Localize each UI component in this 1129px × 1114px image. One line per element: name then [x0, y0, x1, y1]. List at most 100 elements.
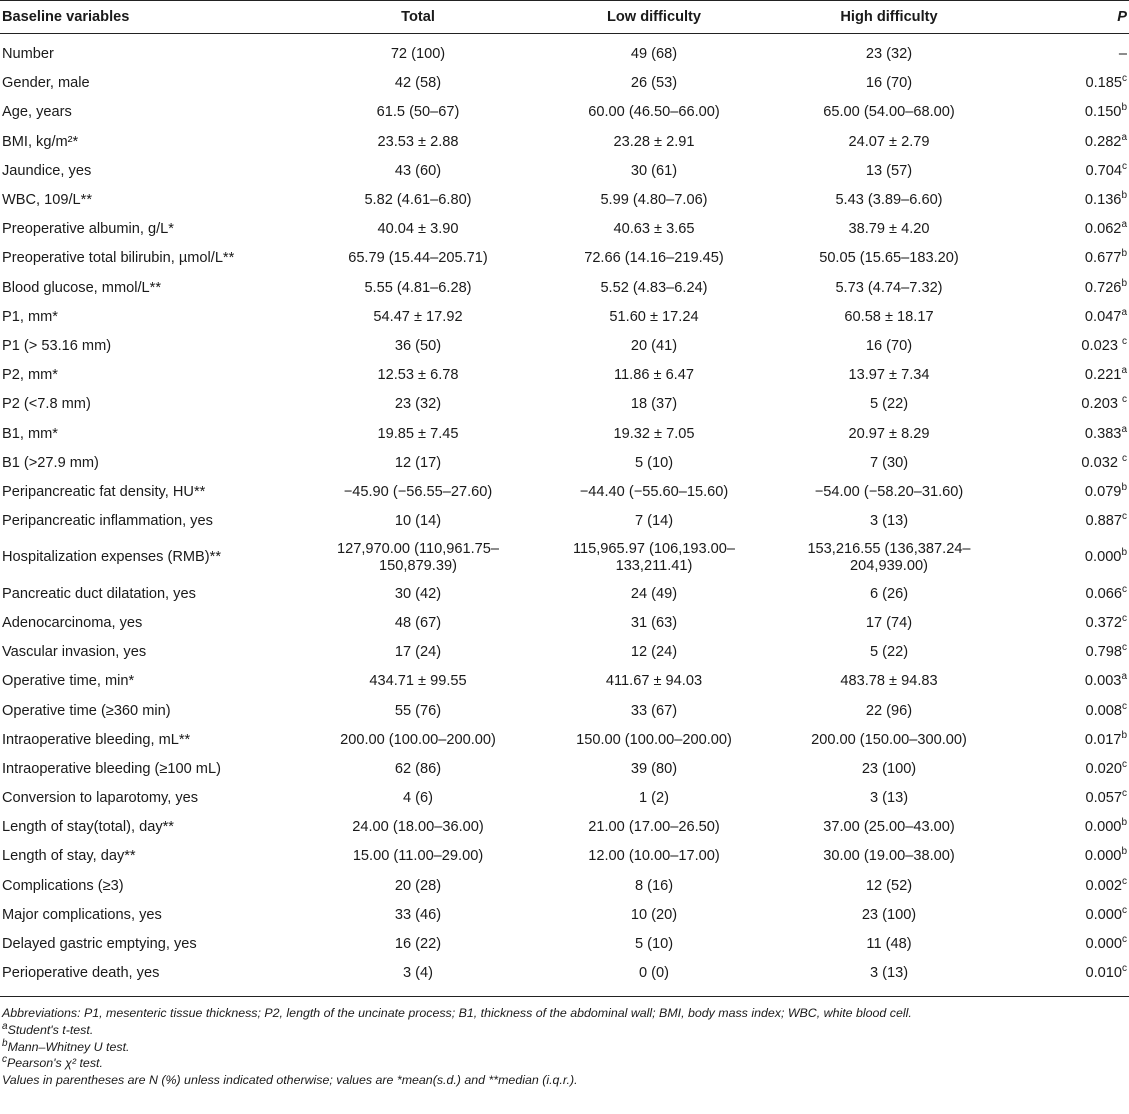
row-label: P2 (<7.8 mm): [2, 396, 91, 413]
cell-low-difficulty: 10 (20): [630, 906, 678, 923]
cell-p-value: 0.221a: [1006, 361, 1129, 390]
footnote-abbreviations: Abbreviations: P1, mesenteric tissue thi…: [2, 1006, 912, 1021]
cell-total: 62 (86): [394, 760, 442, 777]
cell-high-difficulty: 65.00 (54.00–68.00): [823, 104, 955, 121]
cell-total: 54.47 ± 17.92: [373, 308, 463, 325]
cell-high-difficulty: 153,216.55 (136,387.24– 204,939.00): [807, 540, 971, 574]
p-test-marker: a: [1121, 131, 1127, 143]
cell-p-value: 0.008c: [1006, 696, 1129, 725]
cell-high-difficulty: 30.00 (19.00–38.00): [823, 848, 955, 865]
header-variables: Baseline variables: [0, 0, 300, 34]
cell-p-value: 0.136b: [1006, 186, 1129, 215]
p-value-text: 0.062: [1084, 221, 1122, 238]
cell-p-value: 0.023 c: [1006, 332, 1129, 361]
row-label: Jaundice, yes: [2, 162, 92, 179]
table-row: Intraoperative bleeding (≥100 mL) 62 (86)…: [0, 755, 1129, 784]
cell-p-value: 0.726b: [1006, 274, 1129, 303]
cell-high-difficulty: 23 (100): [861, 906, 917, 923]
cell-low-difficulty: 72.66 (14.16–219.45): [584, 250, 724, 267]
cell-p-value: 0.282a: [1006, 128, 1129, 157]
cell-high-difficulty: 13.97 ± 7.34: [848, 367, 930, 384]
cell-high-difficulty: 38.79 ± 4.20: [848, 221, 930, 238]
cell-p-value: 0.032 c: [1006, 449, 1129, 478]
p-value-text: 0.000: [1084, 848, 1122, 865]
header-p-value: P: [1006, 0, 1129, 34]
cell-total: 16 (22): [394, 936, 442, 953]
cell-total: 434.71 ± 99.55: [369, 673, 467, 690]
footnote-b: bMann–Whitney U test.: [2, 1038, 1127, 1056]
p-test-marker: c: [1122, 73, 1127, 85]
p-test-marker: c: [1122, 963, 1127, 975]
p-value-text: 0.887: [1085, 513, 1122, 530]
cell-low-difficulty: 20 (41): [630, 337, 678, 354]
p-test-marker: b: [1121, 190, 1127, 202]
p-test-marker: a: [1121, 219, 1127, 231]
row-label: Perioperative death, yes: [0, 959, 300, 998]
cell-p-value: 0.185c: [1006, 69, 1129, 98]
p-value-text: 0.726: [1084, 279, 1122, 296]
row-label: Complications (≥3): [2, 877, 124, 894]
cell-low-difficulty: 1 (2): [638, 790, 669, 807]
table-row: P2 (<7.8 mm) 23 (32) 18 (37) 5 (22) 0.203 c: [0, 390, 1129, 419]
cell-high-difficulty: 22 (96): [865, 702, 913, 719]
p-test-marker: c: [1122, 583, 1127, 595]
p-value-text: 0.000: [1085, 906, 1122, 923]
p-test-marker: c: [1122, 700, 1127, 712]
table-row: Pancreatic duct dilatation, yes 30 (42) 24…: [0, 580, 1129, 609]
cell-total: 72 (100): [390, 46, 446, 63]
p-value-text: 0.008: [1085, 702, 1122, 719]
header-low-difficulty: Low difficulty: [536, 0, 772, 34]
cell-high-difficulty: 7 (30): [869, 454, 909, 471]
p-value-text: 0.136: [1084, 192, 1122, 209]
cell-total: 42 (58): [394, 75, 442, 92]
footnote-a: aStudent's t-test.: [2, 1021, 1127, 1039]
row-label: Adenocarcinoma, yes: [2, 614, 143, 631]
cell-high-difficulty: 20.97 ± 8.29: [848, 425, 930, 442]
p-value-text: 0.185: [1085, 75, 1122, 92]
cell-p-value: –: [1006, 34, 1129, 70]
row-label: Conversion to laparotomy, yes: [2, 790, 199, 807]
row-label: Number: [2, 46, 54, 63]
p-value-text: 0.003: [1084, 673, 1122, 690]
p-test-marker: c: [1122, 904, 1127, 916]
table-row: Major complications, yes 33 (46) 10 (20) 23…: [0, 901, 1129, 930]
cell-high-difficulty: 24.07 ± 2.79: [848, 133, 930, 150]
cell-total: 24.00 (18.00–36.00): [352, 819, 484, 836]
row-label: P1, mm*: [2, 308, 58, 325]
row-label: B1, mm*: [2, 425, 58, 442]
cell-total: 4 (6): [402, 790, 433, 807]
cell-low-difficulty: 30 (61): [630, 162, 678, 179]
table-row: P1, mm* 54.47 ± 17.92 51.60 ± 17.24 60.58 ±…: [0, 303, 1129, 332]
row-label: WBC, 109/L**: [2, 192, 93, 209]
cell-low-difficulty: 31 (63): [630, 614, 678, 631]
cell-total: 15.00 (11.00–29.00): [352, 848, 484, 865]
cell-total: 48 (67): [394, 614, 442, 631]
cell-p-value: 0.704c: [1006, 157, 1129, 186]
row-label: Intraoperative bleeding, mL**: [2, 731, 191, 748]
p-value-text: –: [1118, 46, 1127, 63]
cell-total: 19.85 ± 7.45: [377, 425, 459, 442]
table-footnotes: Abbreviations: P1, mesenteric tissue thi…: [0, 997, 1129, 1088]
cell-total: 23.53 ± 2.88: [377, 133, 459, 150]
cell-p-value: 0.017b: [1006, 726, 1129, 755]
cell-total: 61.5 (50–67): [376, 104, 460, 121]
p-test-marker: c: [1122, 642, 1127, 654]
p-test-marker: b: [1121, 482, 1127, 494]
cell-low-difficulty: 24 (49): [630, 585, 678, 602]
table-row: Intraoperative bleeding, mL** 200.00 (100…: [0, 726, 1129, 755]
cell-p-value: 0.383a: [1006, 419, 1129, 448]
p-test-marker: a: [1121, 423, 1127, 435]
cell-total: 3 (4): [300, 959, 536, 998]
p-test-marker: c: [1122, 759, 1127, 771]
cell-high-difficulty: 6 (26): [869, 585, 909, 602]
footnote-c-text: Pearson's χ² test.: [7, 1056, 103, 1071]
cell-p-value: 0.000b: [1006, 813, 1129, 842]
cell-p-value: 0.062a: [1006, 215, 1129, 244]
cell-low-difficulty: 11.86 ± 6.47: [614, 367, 694, 384]
cell-low-difficulty: 49 (68): [630, 46, 678, 63]
p-value-text: 0.023: [1081, 337, 1122, 354]
cell-total: 5.82 (4.61–6.80): [364, 192, 472, 209]
p-test-marker: a: [1121, 671, 1127, 683]
cell-p-value: 0.000b: [1006, 536, 1129, 580]
row-label: Major complications, yes: [2, 906, 162, 923]
